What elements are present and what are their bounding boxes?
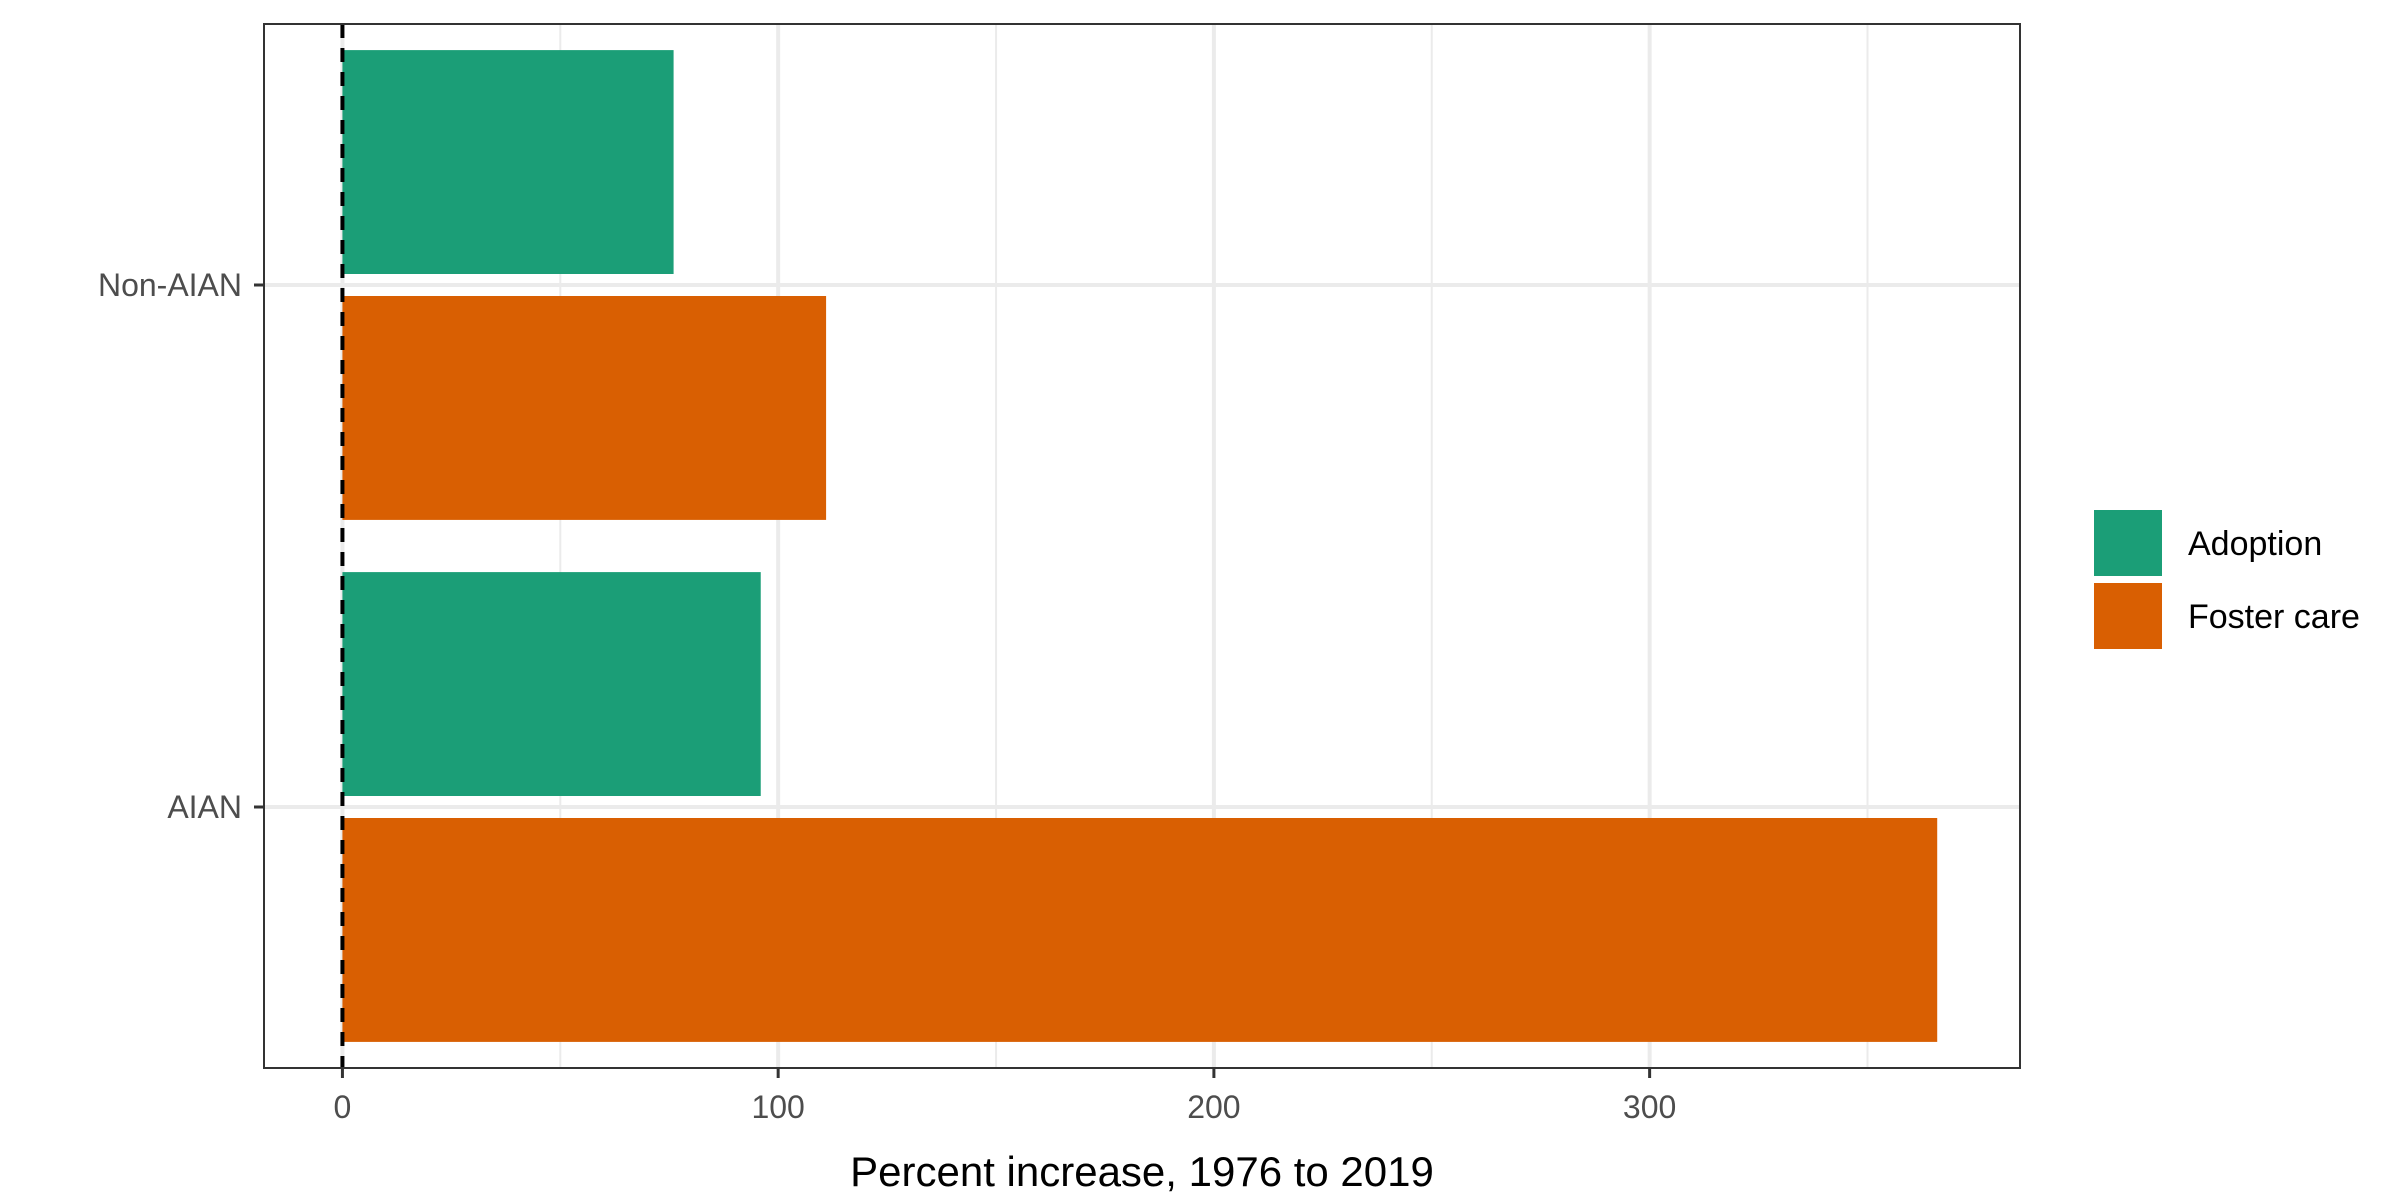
y-tick-label: AIAN [167,789,242,825]
y-axis: Non-AIAN AIAN [98,267,264,825]
bar-foster-care-aian [342,818,1938,1042]
x-axis-title: Percent increase, 1976 to 2019 [850,1148,1434,1195]
legend-key-adoption [2094,510,2162,576]
legend-key-foster-care [2094,583,2162,649]
x-tick-label: 200 [1187,1089,1240,1125]
legend: Adoption Foster care [2094,510,2360,649]
x-tick-label: 100 [751,1089,804,1125]
legend-label: Foster care [2188,598,2360,636]
bar-adoption-non-aian [342,50,674,274]
bar-adoption-aian [342,572,761,796]
x-tick-label: 0 [334,1089,352,1125]
x-axis: 0 100 200 300 [334,1068,1676,1125]
y-tick-label: Non-AIAN [98,267,242,303]
panel-border [263,23,2021,1069]
legend-label: Adoption [2188,525,2322,563]
x-tick-label: 300 [1623,1089,1676,1125]
bar-foster-care-non-aian [342,296,827,520]
bars [342,50,1938,1042]
